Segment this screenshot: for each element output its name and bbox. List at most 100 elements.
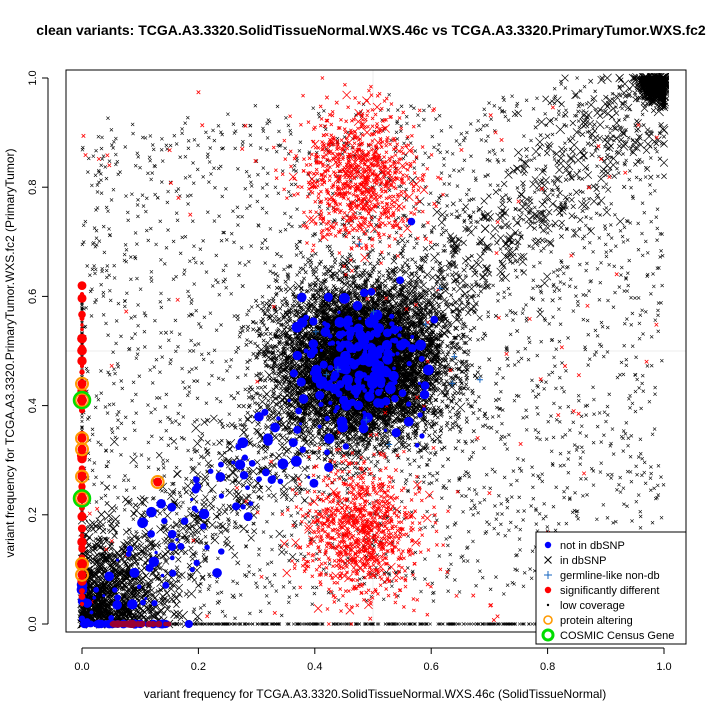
- dbsnp-point: [267, 399, 271, 403]
- low-coverage-point: [261, 127, 264, 130]
- low-coverage-point: [625, 317, 628, 320]
- low-coverage-point: [408, 463, 411, 466]
- low-coverage-point: [176, 345, 179, 348]
- dbsnp-point: [279, 393, 283, 397]
- low-coverage-point: [566, 486, 569, 489]
- dbsnp-point: [609, 114, 615, 120]
- dbsnp-point: [241, 483, 246, 488]
- low-coverage-point: [520, 211, 523, 214]
- low-coverage-point: [479, 128, 482, 131]
- low-coverage-point: [221, 195, 224, 198]
- low-coverage-point: [590, 467, 593, 470]
- low-coverage-point: [612, 306, 615, 309]
- low-coverage-point: [442, 157, 445, 160]
- low-coverage-point: [628, 178, 631, 181]
- low-coverage-point: [604, 243, 607, 246]
- low-coverage-point: [581, 494, 584, 497]
- low-coverage-point: [627, 136, 630, 139]
- dbsnp-point: [559, 225, 563, 229]
- low-coverage-point: [249, 134, 252, 137]
- low-coverage-point: [615, 488, 618, 491]
- low-coverage-point: [190, 298, 193, 301]
- low-coverage-point: [465, 264, 468, 267]
- low-coverage-point: [179, 505, 182, 508]
- low-coverage-point: [532, 265, 535, 268]
- low-coverage-point: [531, 247, 534, 250]
- low-coverage-point: [532, 107, 535, 110]
- low-coverage-point: [536, 354, 539, 357]
- dbsnp-point: [462, 291, 469, 298]
- dbsnp-point: [661, 174, 666, 179]
- low-coverage-point: [522, 416, 525, 419]
- low-coverage-point: [470, 499, 473, 502]
- low-coverage-point: [202, 175, 205, 178]
- dbsnp-point: [244, 415, 252, 423]
- low-coverage-point: [453, 578, 456, 581]
- low-coverage-point: [640, 474, 643, 477]
- low-coverage-point: [493, 527, 496, 530]
- dbsnp-point: [556, 125, 565, 134]
- dbsnp-point: [209, 521, 217, 529]
- low-coverage-point: [322, 109, 325, 112]
- low-coverage-point: [131, 399, 134, 402]
- low-coverage-point: [159, 346, 162, 349]
- low-coverage-point: [270, 561, 273, 564]
- low-coverage-point: [600, 462, 603, 465]
- dbsnp-point: [211, 536, 219, 544]
- dbsnp-point: [109, 547, 113, 551]
- dbsnp-point: [422, 223, 426, 227]
- dbsnp-point: [563, 112, 568, 117]
- low-coverage-point: [637, 222, 640, 225]
- low-coverage-point: [213, 186, 216, 189]
- low-coverage-point: [553, 290, 556, 293]
- low-coverage-point: [382, 257, 385, 260]
- dbsnp-point: [301, 497, 309, 505]
- low-coverage-point: [153, 319, 156, 322]
- low-coverage-point: [94, 245, 97, 248]
- low-coverage-point: [91, 469, 94, 472]
- low-coverage-point: [241, 215, 244, 218]
- low-coverage-point: [438, 554, 441, 557]
- dbsnp-point: [658, 157, 662, 161]
- low-coverage-point: [654, 386, 657, 389]
- dbsnp-point: [217, 440, 223, 446]
- low-coverage-point: [92, 483, 95, 486]
- low-coverage-point: [355, 445, 358, 448]
- low-coverage-point: [499, 390, 502, 393]
- low-coverage-point: [277, 192, 280, 195]
- low-coverage-point: [422, 163, 425, 166]
- dbsnp-point: [156, 452, 162, 458]
- low-coverage-point: [602, 186, 605, 189]
- dbsnp-point: [472, 326, 476, 330]
- low-coverage-point: [136, 203, 139, 206]
- dbsnp-point: [501, 209, 509, 217]
- low-coverage-point: [573, 491, 576, 494]
- low-coverage-point: [605, 206, 608, 209]
- low-coverage-point: [225, 369, 228, 372]
- low-coverage-point: [263, 586, 266, 589]
- low-coverage-point: [434, 260, 437, 263]
- low-coverage-point: [468, 487, 471, 490]
- low-coverage-point: [114, 137, 117, 140]
- dbsnp-point: [479, 290, 483, 294]
- low-coverage-point: [518, 231, 521, 234]
- low-coverage-point: [454, 521, 457, 524]
- low-coverage-point: [635, 473, 638, 476]
- low-coverage-point: [150, 280, 153, 283]
- low-coverage-point: [613, 291, 616, 294]
- low-coverage-point: [487, 101, 490, 104]
- low-coverage-point: [260, 386, 263, 389]
- low-coverage-point: [190, 339, 193, 342]
- low-coverage-point: [295, 243, 298, 246]
- low-coverage-point: [247, 564, 250, 567]
- low-coverage-point: [535, 436, 538, 439]
- low-coverage-point: [105, 465, 108, 468]
- low-coverage-point: [151, 143, 154, 146]
- low-coverage-point: [150, 411, 153, 414]
- low-coverage-point: [606, 326, 609, 329]
- dbsnp-point: [229, 469, 238, 478]
- low-coverage-point: [387, 108, 390, 111]
- low-coverage-point: [211, 129, 214, 132]
- low-coverage-point: [108, 274, 111, 277]
- low-coverage-point: [494, 575, 497, 578]
